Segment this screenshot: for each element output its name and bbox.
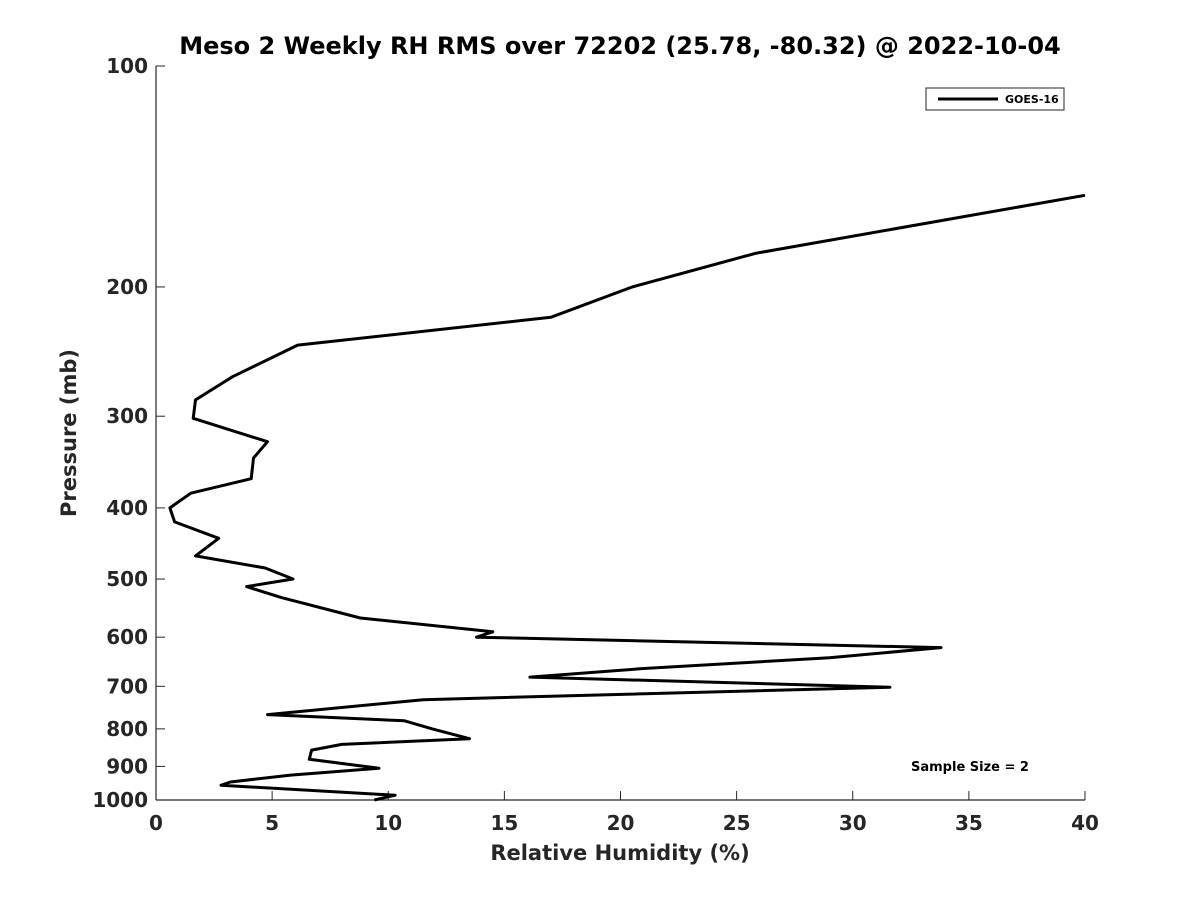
legend: GOES-16: [925, 87, 1065, 111]
x-tick-label: 20: [607, 811, 635, 835]
x-tick-label: 40: [1071, 811, 1099, 835]
x-tick-label: 25: [723, 811, 751, 835]
x-tick-label: 10: [374, 811, 402, 835]
x-tick-label: 0: [149, 811, 163, 835]
x-tick-label: 30: [839, 811, 867, 835]
y-tick-label: 300: [106, 404, 148, 428]
y-tick-label: 900: [106, 754, 148, 778]
x-tick-label: 35: [955, 811, 983, 835]
x-axis-label: Relative Humidity (%): [490, 841, 749, 865]
legend-label-goes-16: GOES-16: [1005, 93, 1059, 106]
x-tick-label: 5: [265, 811, 279, 835]
chart-title: Meso 2 Weekly RH RMS over 72202 (25.78, …: [179, 32, 1061, 60]
y-ticks: 100 200 300 400 500 600 700 800 900 1000: [92, 54, 165, 812]
series-line-goes-16: [168, 193, 1086, 802]
y-tick-label: 500: [106, 567, 148, 591]
y-tick-label: 400: [106, 496, 148, 520]
y-tick-label: 700: [106, 674, 148, 698]
x-tick-label: 15: [490, 811, 518, 835]
y-tick-label: 100: [106, 54, 148, 78]
y-tick-label: 200: [106, 275, 148, 299]
x-ticks: 0 5 10 15 20 25 30 35 40: [149, 791, 1099, 835]
y-tick-label: 800: [106, 717, 148, 741]
y-tick-label: 600: [106, 625, 148, 649]
y-tick-label: 1000: [92, 788, 148, 812]
sample-size-annotation: Sample Size = 2: [911, 760, 1029, 775]
y-axis-label: Pressure (mb): [57, 349, 81, 517]
